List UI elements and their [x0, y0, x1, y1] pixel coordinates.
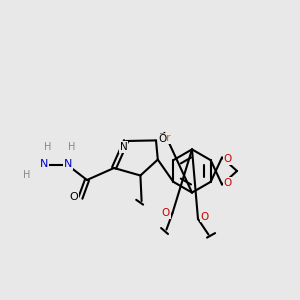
Text: O: O	[223, 178, 232, 188]
Text: O: O	[223, 154, 232, 164]
Text: O: O	[200, 212, 209, 222]
Text: H: H	[44, 142, 51, 152]
Text: Br: Br	[159, 133, 170, 143]
Text: H: H	[68, 142, 76, 152]
Text: N: N	[120, 142, 128, 152]
Text: O: O	[158, 134, 167, 145]
Text: O: O	[69, 191, 78, 202]
Text: H: H	[23, 170, 31, 181]
Text: N: N	[40, 159, 48, 170]
Text: O: O	[162, 208, 170, 218]
Text: N: N	[64, 159, 72, 170]
